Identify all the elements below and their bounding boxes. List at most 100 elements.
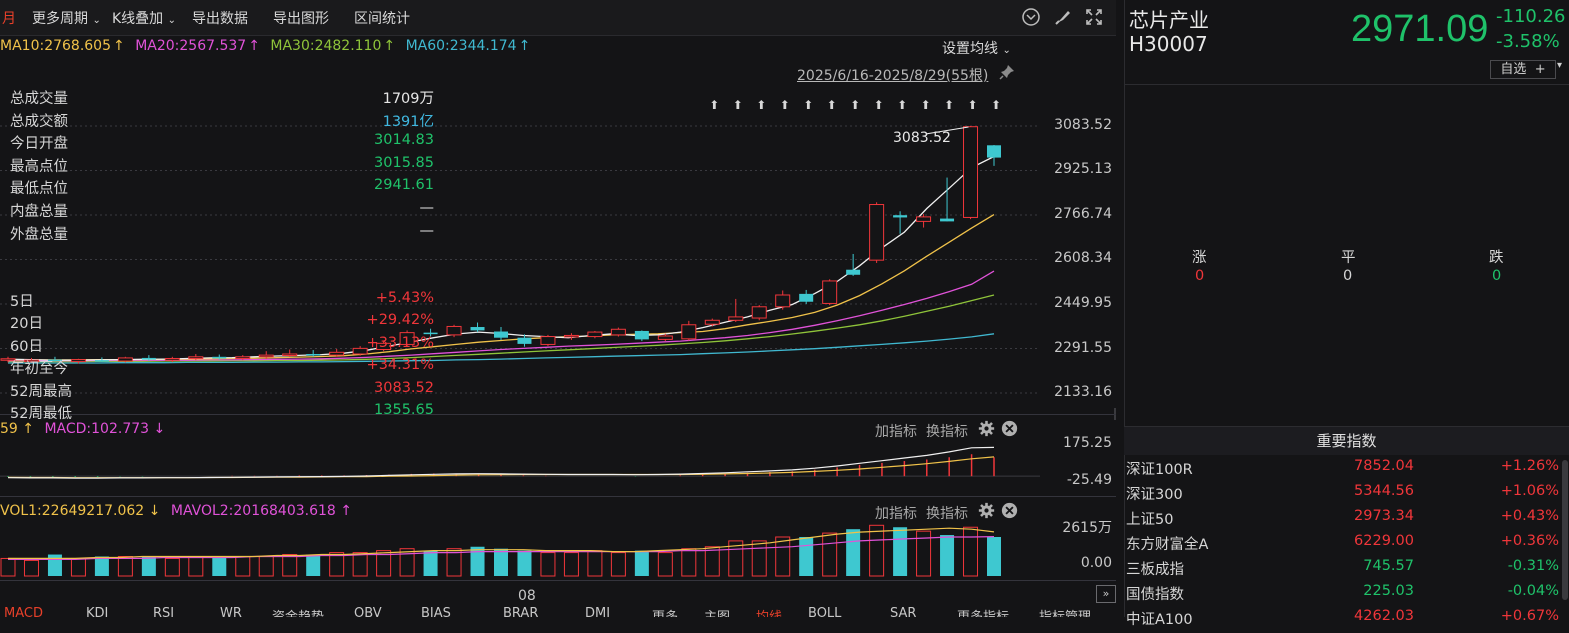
draw-brush-icon[interactable] xyxy=(1053,7,1073,27)
signal-arrow-icon: ⬆ xyxy=(803,98,813,112)
indicator-tab[interactable]: 更多指标 xyxy=(957,606,1009,617)
indicator-tab[interactable]: BIAS xyxy=(421,606,451,617)
export-data-button[interactable]: 导出数据 xyxy=(192,11,248,27)
volume-bar xyxy=(563,552,579,577)
candle-body xyxy=(94,360,109,362)
candle-body xyxy=(423,332,438,335)
indicator-tab[interactable]: WR xyxy=(220,606,242,617)
candle-body xyxy=(117,357,133,362)
candle-body xyxy=(164,357,180,361)
more-periods-dropdown[interactable]: 更多周期 ⌄ xyxy=(32,8,101,28)
index-row[interactable]: 国债指数 225.03 -0.04% xyxy=(1124,583,1569,608)
close-icon[interactable] xyxy=(1001,502,1018,523)
index-row[interactable]: 东方财富全A 6229.00 +0.36% xyxy=(1124,533,1569,558)
interval-stats-button[interactable]: 区间统计 xyxy=(354,11,410,27)
indicator-tab[interactable]: OBV xyxy=(354,606,382,617)
volume-bar xyxy=(446,548,462,577)
signal-arrow-icon: ⬆ xyxy=(874,98,884,112)
chart-toolbar: 月 更多周期 ⌄ K线叠加 ⌄ 导出数据 导出图形 区间统计 xyxy=(0,0,1116,36)
candle-body xyxy=(517,337,532,344)
plus-icon: + xyxy=(1534,62,1546,77)
indicator-tab[interactable]: 更多 xyxy=(652,606,678,617)
kline-overlay-dropdown[interactable]: K线叠加 ⌄ xyxy=(112,8,176,28)
indicator-tab[interactable]: 主图 xyxy=(704,606,730,617)
index-row-name: 中证A100 xyxy=(1126,612,1193,628)
panel-divider xyxy=(0,580,1116,581)
ma-settings-dropdown[interactable]: 设置均线 ⌄ xyxy=(942,38,1011,58)
export-chart-button[interactable]: 导出图形 xyxy=(273,11,329,27)
switch-indicator-button[interactable]: 换指标 xyxy=(926,424,968,440)
candle-body xyxy=(188,356,204,359)
panel-divider xyxy=(0,496,1116,497)
vol-axis-label: 2615万 xyxy=(1062,520,1112,536)
divider xyxy=(1124,84,1569,85)
index-row[interactable]: 深证100R 7852.04 +1.26% xyxy=(1124,458,1569,483)
watchlist-menu-icon[interactable]: ▾ xyxy=(1557,60,1563,71)
ma30-label: MA30:2482.110 xyxy=(270,38,382,54)
signal-arrow-icon: ⬆ xyxy=(827,98,837,112)
index-row-price: 2973.34 xyxy=(1354,508,1414,524)
signal-arrow-icon: ⬆ xyxy=(991,98,1001,112)
candle-body xyxy=(728,316,744,321)
candle-body xyxy=(23,359,39,363)
indicator-tab[interactable]: KDJ xyxy=(86,606,109,617)
candle-body xyxy=(940,218,955,222)
add-to-watchlist-button[interactable]: 自选 + xyxy=(1490,60,1556,79)
period-row: 60日 +33.13% xyxy=(10,335,442,357)
indicator-tab[interactable]: MACD xyxy=(4,606,43,617)
pin-icon[interactable] xyxy=(999,64,1015,84)
fullscreen-icon[interactable] xyxy=(1084,7,1104,27)
gear-icon[interactable] xyxy=(978,420,995,441)
indices-scrollbar[interactable] xyxy=(1562,460,1568,600)
index-row[interactable]: 深证300 5344.56 +1.06% xyxy=(1124,483,1569,508)
close-icon[interactable] xyxy=(1001,420,1018,441)
current-price: 2971.09 xyxy=(1351,8,1489,50)
candle-body xyxy=(470,327,485,331)
add-indicator-button[interactable]: 加指标 xyxy=(875,424,917,440)
date-range-link[interactable]: 2025/6/16-2025/8/29(55根) xyxy=(797,68,989,84)
index-row-name: 东方财富全A xyxy=(1126,537,1209,553)
index-row[interactable]: 三板成指 745.57 -0.31% xyxy=(1124,558,1569,583)
indicator-tab[interactable]: 均线 xyxy=(756,606,782,617)
dropdown-circle-icon[interactable] xyxy=(1021,7,1041,27)
index-code: H30007 xyxy=(1129,32,1208,56)
volume-bar xyxy=(610,552,626,577)
key-indices-title: 重要指数 xyxy=(1316,432,1377,450)
stat-row: 外盘总量 — xyxy=(10,223,442,245)
x-axis-label: 08 xyxy=(518,588,536,604)
candle-body xyxy=(306,353,321,356)
ma30-arrow: ↑ xyxy=(383,38,396,54)
candle-body xyxy=(634,330,649,340)
indicator-tab[interactable]: RSI xyxy=(153,606,175,617)
switch-indicator-button[interactable]: 换指标 xyxy=(926,506,968,522)
indicator-tab[interactable]: 指标管理 xyxy=(1039,606,1091,617)
flat-count-label: 平 xyxy=(1341,250,1356,266)
indicator-tab[interactable]: 资金趋势 xyxy=(272,606,324,617)
volume-chart[interactable] xyxy=(0,520,1116,578)
index-row-change: -0.31% xyxy=(1507,558,1559,574)
volume-bar xyxy=(423,550,438,576)
macd-chart[interactable] xyxy=(0,440,1116,492)
indicator-tab[interactable]: BOLL xyxy=(808,606,842,617)
index-row[interactable]: 中证A100 4262.03 +0.67% xyxy=(1124,608,1569,633)
indicator-tab[interactable]: DMI xyxy=(585,606,611,617)
add-indicator-button[interactable]: 加指标 xyxy=(875,506,917,522)
indicator-tab[interactable]: BRAR xyxy=(503,606,539,617)
signal-arrow-icon: ⬆ xyxy=(921,98,931,112)
gear-icon[interactable] xyxy=(978,502,995,523)
volume-bar xyxy=(681,548,697,577)
ma10-label: MA10:2768.605 xyxy=(0,38,111,54)
signal-arrow-icon: ⬆ xyxy=(709,98,719,112)
volume-bar xyxy=(916,530,932,577)
volume-bar xyxy=(188,555,204,577)
macd-axis-label: -25.49 xyxy=(1066,472,1112,488)
candlestick-chart[interactable]: ⬆ ⬆ ⬆ ⬆ ⬆ ⬆ ⬆ ⬆ ⬆ ⬆ ⬆ ⬆ ⬆ xyxy=(0,90,1116,410)
scroll-right-icon[interactable]: » xyxy=(1096,585,1116,603)
period-label: 52周最低 xyxy=(10,406,72,422)
indicator-tab[interactable]: SAR xyxy=(890,606,917,617)
period-month-tab[interactable]: 月 xyxy=(2,11,16,27)
index-row[interactable]: 上证50 2973.34 +0.43% xyxy=(1124,508,1569,533)
volume-bar xyxy=(634,550,649,576)
volume-bar xyxy=(517,550,532,576)
volume-bar xyxy=(704,546,720,577)
